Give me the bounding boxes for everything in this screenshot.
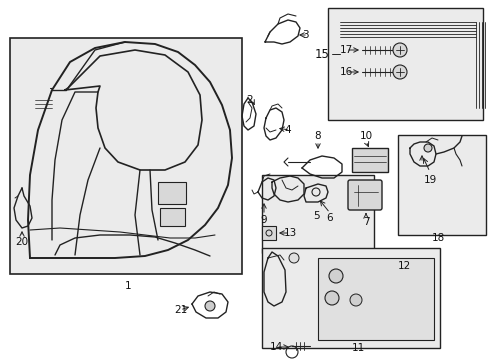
Bar — [262, 248, 439, 348]
Text: 2: 2 — [245, 95, 252, 105]
Text: 5: 5 — [312, 211, 319, 221]
Text: 9: 9 — [260, 215, 267, 225]
Text: 3: 3 — [302, 30, 308, 40]
Circle shape — [392, 65, 406, 79]
Text: 16: 16 — [339, 67, 352, 77]
Circle shape — [204, 301, 215, 311]
Circle shape — [349, 294, 361, 306]
Text: 1: 1 — [124, 281, 131, 291]
Text: 20: 20 — [16, 237, 28, 247]
Text: 12: 12 — [397, 261, 410, 271]
Bar — [158, 182, 185, 204]
Text: 7: 7 — [362, 217, 368, 227]
Text: 18: 18 — [430, 233, 444, 243]
Circle shape — [288, 253, 298, 263]
Bar — [317, 258, 433, 340]
Text: 19: 19 — [423, 175, 436, 185]
Circle shape — [325, 291, 338, 305]
Circle shape — [423, 144, 431, 152]
Bar — [262, 226, 275, 240]
Text: 6: 6 — [326, 213, 333, 223]
Text: 11: 11 — [351, 343, 364, 353]
Circle shape — [392, 43, 406, 57]
Bar — [351, 148, 387, 172]
Bar — [160, 208, 184, 226]
Text: 21: 21 — [174, 305, 187, 315]
FancyBboxPatch shape — [347, 180, 381, 210]
Text: 13: 13 — [284, 228, 297, 238]
Bar — [10, 38, 242, 274]
Text: 4: 4 — [284, 125, 290, 135]
Circle shape — [328, 269, 342, 283]
Text: 10: 10 — [359, 131, 372, 141]
Text: 14: 14 — [269, 342, 283, 352]
Text: 15: 15 — [314, 48, 329, 60]
Text: 17: 17 — [339, 45, 352, 55]
Bar — [327, 8, 482, 120]
Bar — [397, 135, 485, 235]
Bar — [262, 175, 373, 253]
Text: 8: 8 — [314, 131, 321, 141]
